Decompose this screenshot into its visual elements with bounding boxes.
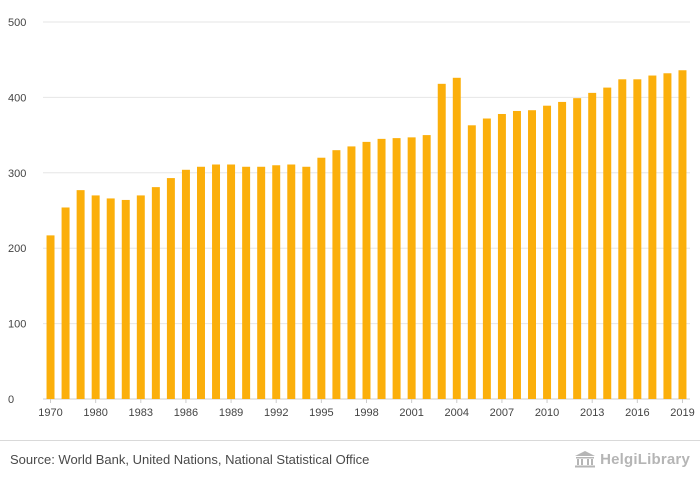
bar (422, 135, 431, 399)
bar (76, 190, 85, 399)
library-building-icon (575, 451, 596, 468)
x-tick-label: 1980 (83, 407, 107, 419)
y-tick-label: 400 (8, 92, 26, 104)
bar (242, 166, 251, 399)
bar (528, 110, 536, 399)
bar (227, 164, 236, 399)
bar (166, 178, 175, 399)
source-text: Source: World Bank, United Nations, Nati… (10, 452, 370, 467)
y-tick-label: 300 (8, 168, 26, 180)
x-tick-label: 1989 (219, 407, 243, 419)
y-axis-ticks: 0 100 200 300 400 500 (8, 17, 26, 406)
y-tick-label: 500 (8, 17, 26, 29)
bar (512, 110, 521, 400)
bar (467, 125, 476, 399)
bar (181, 169, 190, 399)
bar (407, 137, 416, 399)
bar (257, 166, 266, 399)
x-tick-label: 2004 (445, 407, 469, 419)
bar (46, 235, 55, 399)
x-tick-label: 2019 (670, 407, 694, 419)
y-tick-label: 0 (8, 394, 14, 406)
bar (618, 79, 627, 399)
bar (197, 166, 205, 399)
bar (573, 98, 582, 400)
bar (603, 87, 612, 400)
x-tick-label: 2007 (490, 407, 514, 419)
bar (588, 92, 597, 399)
y-tick-label: 200 (8, 243, 26, 255)
bar (212, 164, 221, 399)
bar-chart: 0 100 200 300 400 500 1970 1980 1983 1986 1989 199… (8, 17, 695, 419)
bar (302, 166, 311, 399)
x-tick-label: 2016 (625, 407, 649, 419)
bars (46, 70, 687, 400)
bar (452, 77, 461, 400)
bar (558, 101, 567, 399)
bar (91, 195, 100, 399)
x-tick-label: 1983 (129, 407, 153, 419)
x-tick-label: 2001 (399, 407, 423, 419)
x-tick-label: 1992 (264, 407, 288, 419)
bar (633, 79, 642, 399)
x-tick-label: 1995 (309, 407, 333, 419)
bar (497, 113, 506, 399)
bar (663, 73, 672, 399)
x-tick-label: 2013 (580, 407, 604, 419)
bar (272, 165, 281, 399)
bar (287, 164, 296, 399)
bar (392, 138, 401, 399)
x-tick-label: 2010 (535, 407, 559, 419)
brand-name: HelgiLibrary (600, 450, 690, 468)
bar (377, 138, 386, 399)
bar (106, 198, 115, 399)
x-axis-ticks: 1970 1980 1983 1986 1989 1992 1995 1998 2001 2004… (38, 399, 695, 419)
bar (678, 70, 687, 400)
bar (437, 83, 446, 399)
x-tick-label: 1986 (174, 407, 198, 419)
bar (347, 146, 356, 399)
bar (543, 105, 552, 399)
brand-logo: HelgiLibrary (574, 450, 690, 468)
bar (332, 150, 341, 399)
footer: Source: World Bank, United Nations, Nati… (0, 440, 700, 483)
bar (121, 199, 130, 399)
bar (136, 195, 145, 399)
bar (317, 157, 326, 399)
x-tick-label: 1998 (354, 407, 378, 419)
bar (61, 207, 70, 399)
bar (362, 141, 371, 400)
bar (151, 187, 160, 399)
x-tick-label: 1970 (38, 407, 62, 419)
bar (482, 118, 491, 400)
bar (648, 75, 657, 399)
y-tick-label: 100 (8, 319, 26, 331)
